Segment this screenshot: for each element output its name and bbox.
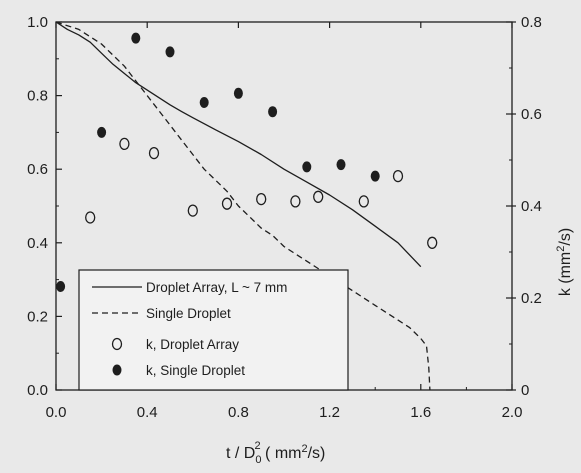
series-markers xyxy=(56,32,438,292)
k-droplet-array-point xyxy=(290,195,301,208)
k-droplet-array-point xyxy=(256,192,267,206)
k-droplet-array-point xyxy=(221,197,233,210)
y-tick-label: 1.0 xyxy=(27,14,48,31)
legend-label-single-droplet: Single Droplet xyxy=(146,306,231,321)
k-droplet-array-point xyxy=(427,236,438,249)
y2-tick-label: 0.4 xyxy=(521,198,542,215)
droplet-array-line xyxy=(55,21,422,268)
k-single-droplet-point xyxy=(370,170,380,182)
x-tick-label: 0.0 xyxy=(46,404,67,421)
x-tick-label: 1.6 xyxy=(410,404,431,421)
x-axis-title: t / D02 ( mm2/s) xyxy=(226,440,325,466)
y-tick-label: 0.6 xyxy=(27,161,48,178)
series-lines xyxy=(55,21,431,391)
x-tick-label: 0.4 xyxy=(137,404,158,421)
k-single-droplet-point xyxy=(131,32,141,44)
y-tick-label: 0.0 xyxy=(27,382,48,399)
y2-tick-label: 0.2 xyxy=(521,290,542,307)
k-single-droplet-point xyxy=(302,161,312,173)
k-droplet-array-point xyxy=(313,190,324,203)
legend-label-k-droplet-array: k, Droplet Array xyxy=(146,337,239,352)
legend: Droplet Array, L ~ 7 mm Single Droplet k… xyxy=(78,269,349,391)
k-single-droplet-point xyxy=(97,126,107,138)
x-tick-label: 2.0 xyxy=(502,404,523,421)
k-droplet-array-point xyxy=(358,195,369,208)
k-single-droplet-point xyxy=(268,106,278,118)
legend-swatch-open-circle xyxy=(111,337,123,351)
k-single-droplet-point xyxy=(165,46,175,58)
right-y-axis-title: k (mm2/s) xyxy=(555,228,574,296)
k-single-droplet-point xyxy=(199,97,209,108)
k-droplet-array-point xyxy=(392,169,404,183)
y2-tick-label: 0 xyxy=(521,382,529,399)
legend-label-droplet-array: Droplet Array, L ~ 7 mm xyxy=(146,280,287,295)
k-droplet-array-point xyxy=(85,211,96,224)
k-single-droplet-point xyxy=(336,159,346,171)
single-droplet-line xyxy=(55,21,431,391)
k-droplet-array-point xyxy=(119,137,130,151)
k-droplet-array-point xyxy=(148,146,160,160)
tick-labels: 0.0 0.4 0.8 1.2 1.6 2.0 0.0 0.2 0.4 0.6 0.8 1.0 0 0.2… xyxy=(27,14,542,421)
legend-swatch-filled-circle xyxy=(112,364,122,376)
y-tick-label: 0.4 xyxy=(27,235,48,252)
y2-tick-label: 0.8 xyxy=(521,14,542,31)
x-tick-label: 1.2 xyxy=(319,404,340,421)
x-tick-label: 0.8 xyxy=(228,404,249,421)
k-single-droplet-point xyxy=(56,281,66,292)
k-single-droplet-point xyxy=(233,87,243,99)
k-droplet-array-point xyxy=(187,204,198,217)
legend-box xyxy=(78,269,349,391)
y-tick-label: 0.8 xyxy=(27,88,48,105)
legend-label-k-single-droplet: k, Single Droplet xyxy=(146,363,245,378)
y2-tick-label: 0.6 xyxy=(521,106,542,123)
y-tick-label: 0.2 xyxy=(27,308,48,325)
